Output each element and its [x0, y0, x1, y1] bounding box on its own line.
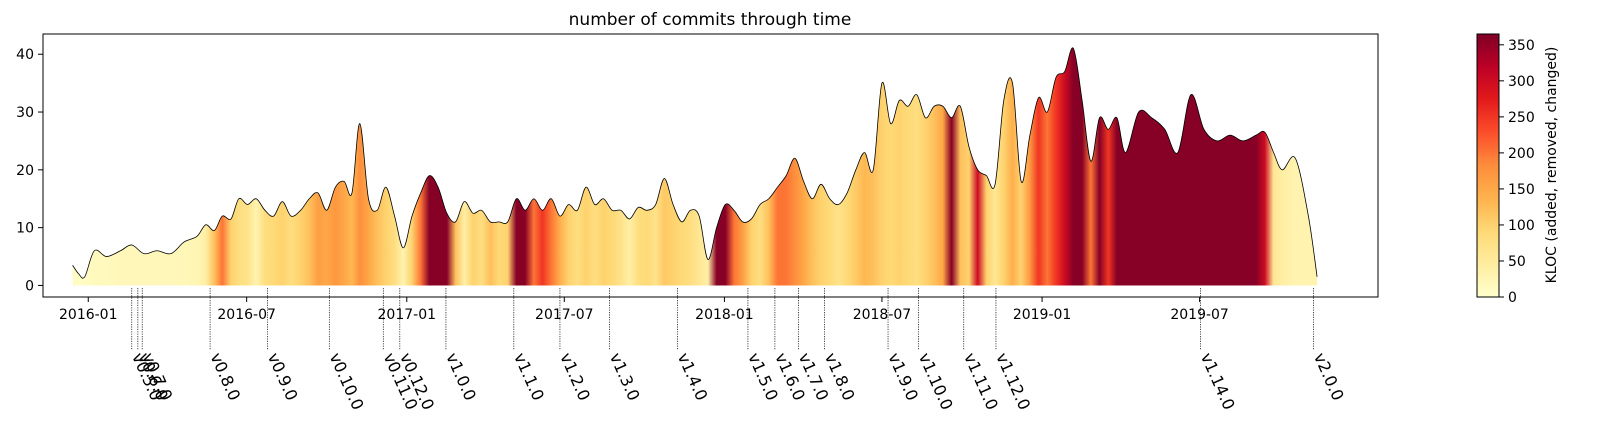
commits-line [72, 47, 1318, 279]
release-label: v1.0.0 [442, 350, 480, 404]
x-tick-label: 2019-07 [1170, 307, 1229, 323]
x-tick-label: 2019-01 [1013, 307, 1072, 323]
commits-area [72, 47, 1318, 286]
release-label: v0.8.0 [206, 350, 244, 404]
colorbar-tick-label: 0 [1508, 290, 1517, 306]
y-tick-label: 30 [16, 105, 34, 121]
x-tick-label: 2017-07 [535, 307, 594, 323]
colorbar-scale [1476, 33, 1500, 298]
colorbar-tick-label: 350 [1508, 38, 1535, 54]
release-label: v0.10.0 [326, 350, 368, 413]
colorbar-tick-label: 150 [1508, 182, 1535, 198]
x-tick-label: 2016-01 [59, 307, 118, 323]
y-tick-label: 0 [25, 278, 34, 294]
colorbar: 0 50 100 150 200 250 300 350 KLOC (added, remov… [1476, 33, 1560, 306]
x-axis: 2016-01 2016-07 2017-01 2017-07 2018-01 2018-… [59, 297, 1229, 323]
colorbar-ticks: 0 50 100 150 200 250 300 350 [1499, 38, 1535, 306]
release-label: v1.4.0 [674, 350, 712, 404]
colorbar-tick-label: 250 [1508, 110, 1535, 126]
y-tick-label: 20 [16, 163, 34, 179]
release-label: v1.1.0 [510, 350, 548, 404]
release-label: v1.14.0 [1197, 350, 1239, 413]
x-tick-label: 2016-07 [217, 307, 276, 323]
colorbar-tick-label: 200 [1508, 146, 1535, 162]
release-label: v2.0.0 [1310, 350, 1348, 404]
release-label: v1.2.0 [556, 350, 594, 404]
plot-frame [42, 33, 1379, 298]
x-tick-label: 2017-01 [378, 307, 437, 323]
release-label: v1.3.0 [606, 350, 644, 404]
x-tick-label: 2018-01 [695, 307, 754, 323]
y-tick-label: 40 [16, 47, 34, 63]
release-label: v1.10.0 [915, 350, 957, 413]
y-tick-label: 10 [16, 221, 34, 237]
colorbar-label: KLOC (added, removed, changed) [1544, 47, 1560, 284]
colorbar-tick-label: 100 [1508, 218, 1535, 234]
chart-title: number of commits through time [569, 10, 852, 30]
release-label: v0.9.0 [264, 350, 302, 404]
colorbar-tick-label: 50 [1508, 254, 1526, 270]
y-axis: 0 10 20 30 40 [16, 47, 43, 294]
x-tick-label: 2018-07 [853, 307, 912, 323]
colorbar-tick-label: 300 [1508, 74, 1535, 90]
